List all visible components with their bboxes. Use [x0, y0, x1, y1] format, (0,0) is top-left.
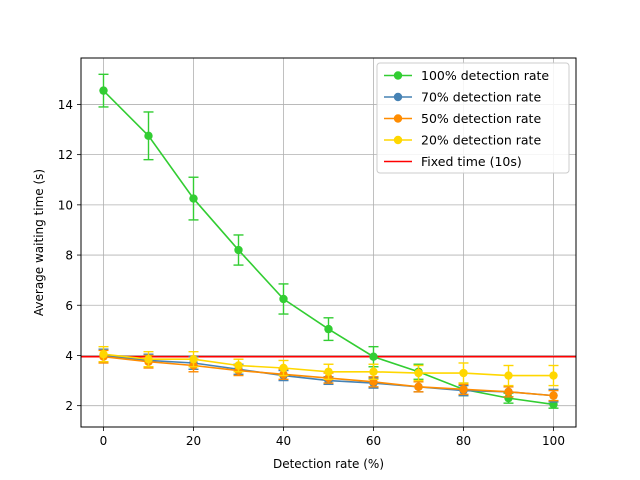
data-point	[504, 387, 513, 397]
x-tick-label: 80	[456, 434, 471, 448]
legend-label: 20% detection rate	[421, 133, 541, 148]
plot-frame	[80, 57, 577, 428]
series-3	[98, 345, 559, 387]
y-tick-label: 4	[65, 349, 73, 363]
data-point	[504, 371, 513, 380]
series	[98, 73, 559, 409]
x-tick-label: 60	[366, 434, 381, 448]
data-point	[369, 367, 378, 376]
legend-label: Fixed time (10s)	[421, 154, 522, 169]
data-point	[324, 367, 333, 376]
legend-label: 70% detection rate	[421, 90, 541, 105]
legend-entry: 50% detection rate	[384, 111, 541, 126]
data-point	[99, 86, 108, 95]
data-point	[99, 350, 108, 359]
y-tick-label: 8	[65, 249, 73, 263]
legend-entry: Fixed time (10s)	[384, 154, 522, 169]
data-point	[414, 382, 423, 392]
data-point	[144, 355, 153, 364]
data-point	[144, 131, 153, 141]
y-axis-ticks: 2 4 6 8 10 12 14	[58, 98, 81, 413]
legend: 100% detection rate 70% detection rate 50%…	[376, 62, 570, 174]
data-point	[279, 294, 288, 304]
x-tick-label: 20	[186, 434, 201, 448]
legend-entry: 20% detection rate	[384, 133, 541, 148]
data-point	[234, 361, 243, 370]
legend-label: 50% detection rate	[421, 111, 541, 126]
y-tick-label: 2	[65, 399, 73, 413]
x-tick-label: 0	[100, 434, 108, 448]
data-point	[324, 324, 333, 334]
data-point	[504, 393, 513, 403]
y-tick-label: 6	[65, 299, 73, 313]
x-tick-label: 100	[542, 434, 565, 448]
legend-swatch-marker	[393, 135, 403, 145]
legend-entry: 70% detection rate	[384, 90, 541, 105]
legend-entry: 100% detection rate	[384, 68, 549, 83]
legend-swatch-marker	[393, 114, 403, 123]
legend-label: 100% detection rate	[421, 68, 549, 83]
y-tick-label: 14	[58, 98, 73, 112]
legend-swatch-marker	[393, 92, 403, 102]
x-tick-label: 40	[276, 434, 291, 448]
data-point	[459, 385, 468, 394]
legend-box	[376, 62, 570, 174]
data-point	[279, 363, 288, 373]
data-point	[369, 352, 378, 361]
data-point	[414, 368, 423, 378]
data-point	[189, 355, 198, 364]
y-axis-label: Average waiting time (s)	[32, 169, 46, 316]
data-point	[189, 194, 198, 203]
y-tick-label: 10	[58, 198, 73, 212]
x-axis-label: Detection rate (%)	[273, 457, 384, 471]
data-point	[234, 245, 243, 255]
y-tick-label: 12	[58, 148, 73, 162]
data-point	[549, 391, 558, 400]
data-point	[459, 368, 468, 378]
legend-swatch-marker	[393, 71, 403, 80]
x-axis-ticks: 0 20 40 60 80 100	[100, 427, 565, 448]
data-point	[549, 371, 558, 380]
